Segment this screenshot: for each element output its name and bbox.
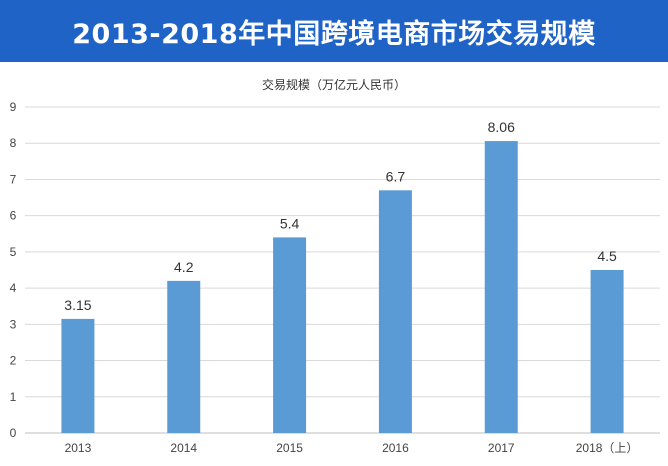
x-tick-label: 2016 (382, 441, 409, 455)
y-tick-label: 2 (10, 354, 17, 368)
x-tick-label: 2015 (276, 441, 303, 455)
y-axis: 0 1 2 3 4 5 6 7 8 9 (10, 100, 17, 440)
y-tick-label: 0 (10, 426, 17, 440)
page-title: 2013-2018年中国跨境电商市场交易规模 (72, 18, 596, 50)
data-label: 3.15 (64, 297, 91, 313)
y-tick-label: 8 (10, 136, 17, 150)
x-tick-label: 2018（上） (576, 441, 639, 455)
bar-2014 (167, 280, 201, 433)
data-label: 4.5 (597, 248, 617, 264)
y-tick-label: 6 (10, 209, 17, 223)
x-axis: 2013 2014 2015 2016 2017 2018（上） (65, 441, 639, 455)
y-tick-label: 7 (10, 172, 17, 186)
y-tick-label: 9 (10, 100, 17, 114)
bar-2016 (378, 190, 412, 433)
bar-2015 (273, 237, 307, 433)
x-tick-label: 2014 (170, 441, 197, 455)
y-tick-label: 1 (10, 390, 17, 404)
y-tick-label: 3 (10, 317, 17, 331)
bar-2017 (484, 141, 518, 433)
x-tick-label: 2017 (488, 441, 515, 455)
data-label: 8.06 (488, 119, 515, 135)
bar-series (61, 141, 624, 433)
bar-2013 (61, 318, 95, 433)
chart-title: 交易规模（万亿元人民币） (262, 77, 406, 92)
x-tick-label: 2013 (65, 441, 92, 455)
bar-chart: 交易规模（万亿元人民币） 0 1 2 3 4 5 6 7 8 9 3.15 4.2 5.4 6.7 8.0… (10, 77, 660, 455)
bar-2018（上） (590, 270, 624, 433)
data-labels: 3.15 4.2 5.4 6.7 8.06 4.5 (64, 119, 617, 313)
gridlines (25, 106, 660, 434)
data-label: 6.7 (386, 168, 406, 184)
data-label: 5.4 (280, 215, 300, 231)
title-banner: 2013-2018年中国跨境电商市场交易规模 (0, 0, 668, 62)
y-tick-label: 5 (10, 245, 17, 259)
data-label: 4.2 (174, 259, 194, 275)
y-tick-label: 4 (10, 281, 17, 295)
